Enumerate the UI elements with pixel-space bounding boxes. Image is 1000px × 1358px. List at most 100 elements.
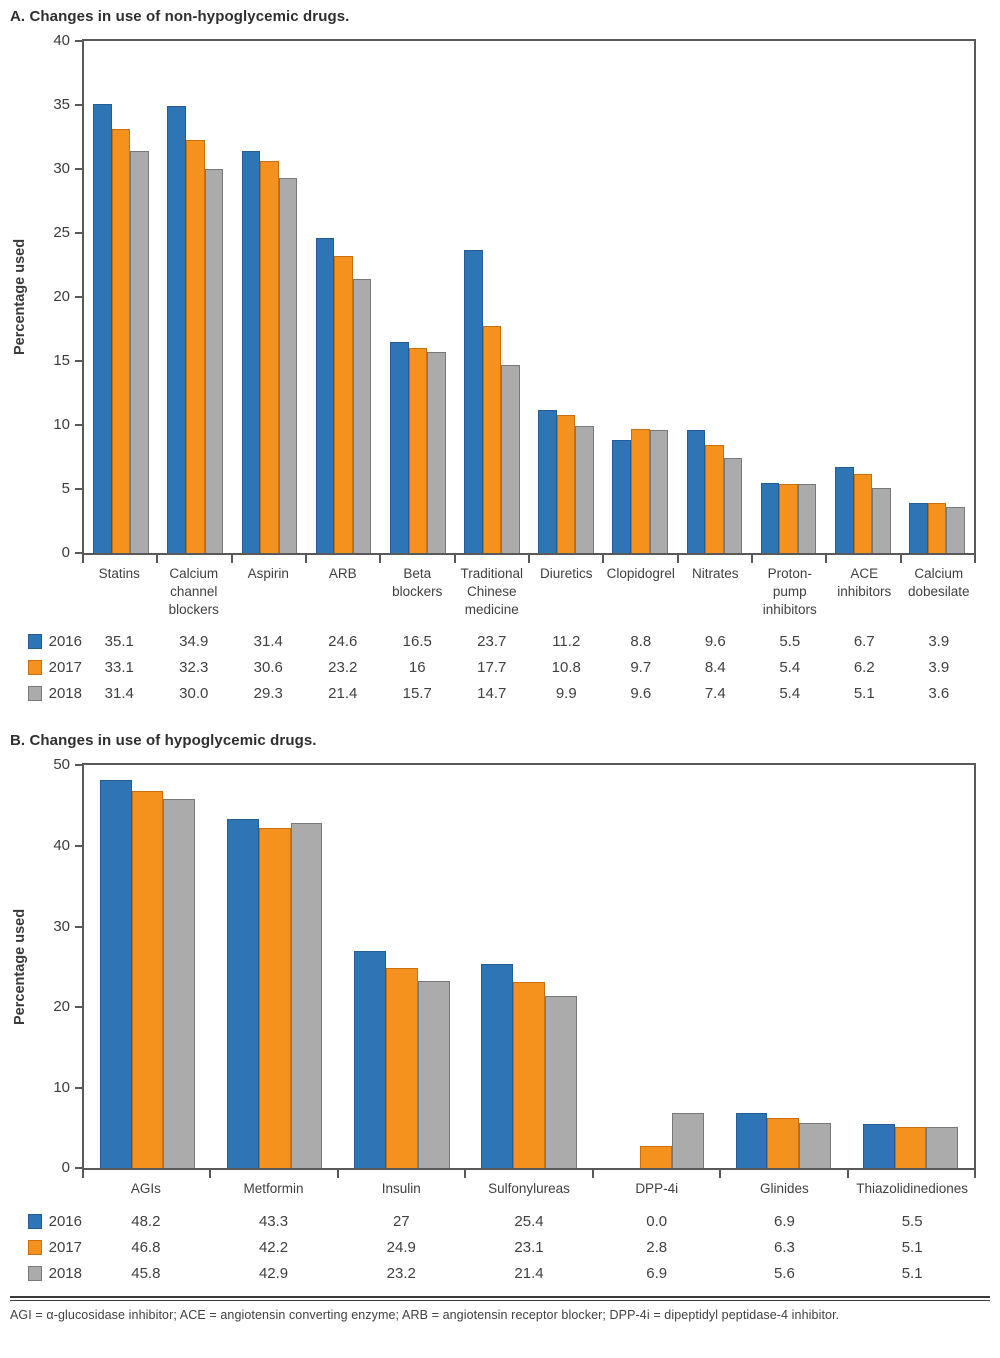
y-tick-label: 10 — [53, 1078, 70, 1096]
table-value: 31.4 — [104, 684, 134, 702]
y-tick-label: 50 — [53, 756, 70, 774]
category-label: Statins — [98, 566, 140, 581]
bar-group — [232, 41, 306, 553]
table-row: 2016 35.1 34.9 31.4 24.6 16.5 23.7 11.2 8.8 9.6 5.… — [10, 628, 976, 654]
bar-group — [465, 765, 592, 1169]
x-tick-mark — [719, 1170, 722, 1179]
x-tick-mark — [527, 555, 530, 563]
category-label: Diuretics — [539, 566, 593, 581]
plot-area-a: 0 5 10 15 20 25 30 35 40 — [53, 33, 976, 560]
table-value: 5.5 — [779, 632, 801, 650]
y-tick-mark — [75, 40, 84, 42]
legend-swatch-2016 — [28, 633, 42, 649]
bar-2017 — [705, 445, 724, 553]
panel-a: A. Changes in use of non-hypoglycemic dr… — [10, 8, 990, 706]
bar-2017 — [385, 967, 418, 1169]
bar-2018 — [278, 177, 298, 553]
category-label: Sulfonylureas — [488, 1181, 570, 1197]
table-value: 21.4 — [514, 1264, 544, 1282]
table-value: 23.2 — [328, 658, 358, 676]
x-tick-mark — [973, 1170, 976, 1179]
table-value: 29.3 — [253, 684, 283, 702]
table-value: 0.0 — [646, 1212, 668, 1230]
category-spacer — [10, 1180, 82, 1198]
bar-2017 — [767, 1117, 800, 1169]
legend-year-label: 2017 — [48, 658, 82, 676]
table-value: 5.4 — [779, 658, 801, 676]
category-label: Thiazolidinediones — [856, 1181, 969, 1197]
bar-2016 — [862, 1124, 895, 1169]
table-row: 2016 48.2 43.3 27 25.4 0.0 6.9 5.5 — [10, 1208, 976, 1234]
bar-group — [307, 41, 381, 553]
bar-group — [752, 41, 826, 553]
y-tick-label: 30 — [53, 917, 70, 935]
bar-2016 — [686, 430, 706, 553]
legend-swatch-2017 — [28, 1239, 42, 1255]
y-tick-mark — [75, 488, 84, 490]
bar-2016 — [464, 249, 483, 553]
panel-a-figure: Percentage used 0 5 10 15 20 25 30 35 40 — [12, 33, 976, 560]
legend-cell-2017: 2017 — [10, 1239, 82, 1256]
bar-2018 — [204, 169, 224, 553]
legend-cell-2017: 2017 — [10, 659, 82, 676]
bar-group — [826, 41, 900, 553]
bar-2016 — [167, 106, 186, 553]
bar-2016 — [315, 238, 335, 553]
category-label: Proton- pump inhibitors — [762, 566, 817, 617]
x-tick-mark — [899, 555, 902, 563]
category-spacer — [10, 565, 82, 618]
category-label: ARB — [328, 566, 357, 581]
category-label: Aspirin — [247, 566, 289, 581]
bar-group — [158, 41, 232, 553]
category-label: Insulin — [381, 1181, 421, 1197]
table-value: 3.9 — [928, 632, 950, 650]
y-tick-label: 35 — [53, 96, 70, 113]
y-tick-label: 40 — [53, 32, 70, 49]
bar-2016 — [735, 1112, 768, 1169]
bar-2016 — [760, 482, 780, 553]
bar-2016 — [389, 341, 409, 553]
table-row: 2017 46.8 42.2 24.9 23.1 2.8 6.3 5.1 — [10, 1234, 976, 1260]
legend-year-label: 2016 — [48, 632, 82, 650]
y-tick-mark — [75, 925, 84, 928]
y-tick-mark — [75, 1167, 84, 1170]
x-tick-mark — [750, 555, 753, 563]
bar-group — [720, 765, 847, 1169]
bar-group — [84, 41, 158, 553]
bar-2018 — [544, 995, 577, 1169]
y-tick-label: 20 — [53, 288, 70, 305]
y-tick-mark — [75, 168, 84, 170]
y-tick-mark — [75, 424, 84, 426]
bar-2017 — [640, 1145, 673, 1169]
table-value: 15.7 — [402, 684, 432, 702]
bar-2017 — [927, 503, 947, 553]
category-label: ACE inhibitors — [837, 566, 892, 599]
category-label: Clopidogrel — [606, 566, 675, 581]
table-value: 5.1 — [853, 684, 875, 702]
y-tick-mark — [75, 845, 84, 848]
footnote: AGI = α-glucosidase inhibitor; ACE = ang… — [10, 1308, 840, 1323]
x-tick-mark — [304, 555, 307, 563]
table-value: 31.4 — [253, 632, 283, 650]
x-axis-ticks-b — [82, 1170, 976, 1179]
table-value: 6.3 — [773, 1238, 795, 1256]
x-tick-mark — [230, 555, 233, 563]
bar-2016 — [99, 779, 132, 1169]
table-value: 23.1 — [514, 1238, 544, 1256]
x-tick-mark — [591, 1170, 594, 1179]
bar-group — [338, 765, 465, 1169]
legend-cell-2018: 2018 — [10, 1265, 82, 1282]
y-tick-label: 25 — [53, 224, 70, 241]
table-value: 33.1 — [104, 658, 134, 676]
category-labels-b: AGIs Metformin Insulin Sulfonylureas DPP-4i G… — [10, 1180, 976, 1198]
category-label: Beta blockers — [392, 566, 443, 599]
bar-2016 — [835, 467, 854, 553]
bar-group — [603, 41, 677, 553]
bar-2018 — [163, 799, 196, 1169]
legend-cell-2016: 2016 — [10, 1213, 82, 1230]
table-row: 2017 33.1 32.3 30.6 23.2 16 17.7 10.8 9.7 8.4 5.4 6… — [10, 654, 976, 680]
table-row: 2018 45.8 42.9 23.2 21.4 6.9 5.6 5.1 — [10, 1260, 976, 1286]
bar-2018 — [352, 279, 372, 553]
bar-2017 — [408, 348, 428, 553]
